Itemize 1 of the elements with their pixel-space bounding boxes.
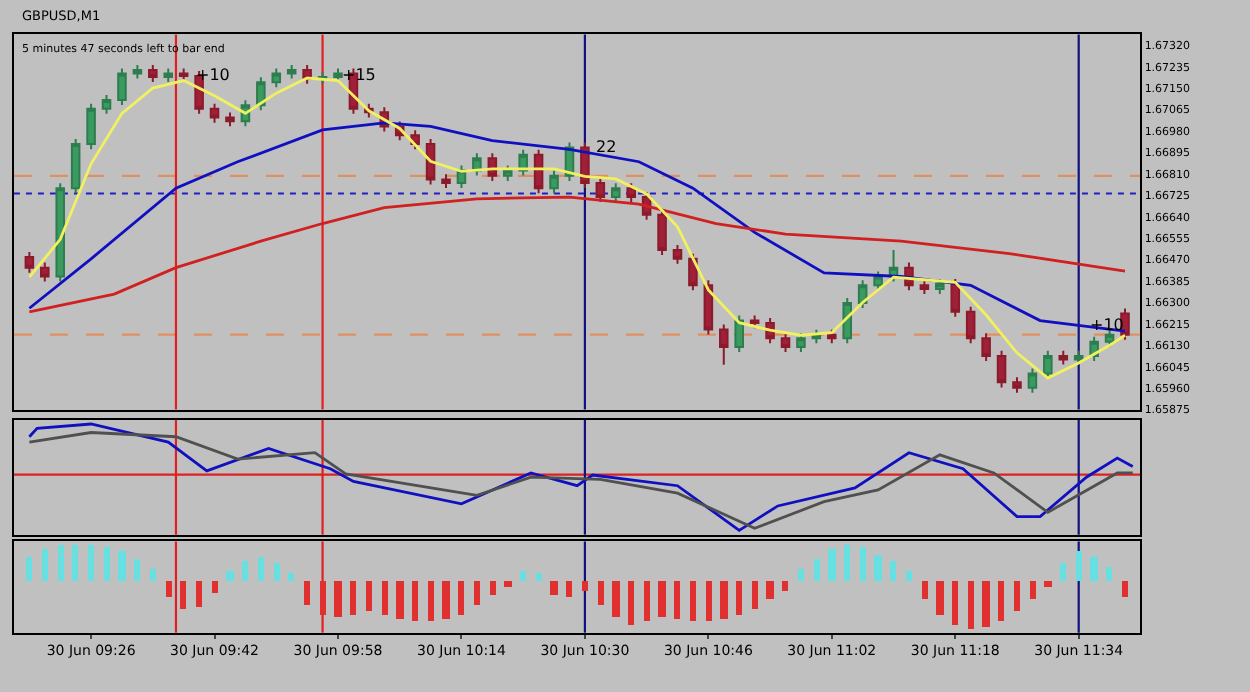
- annotation: 22: [596, 138, 617, 156]
